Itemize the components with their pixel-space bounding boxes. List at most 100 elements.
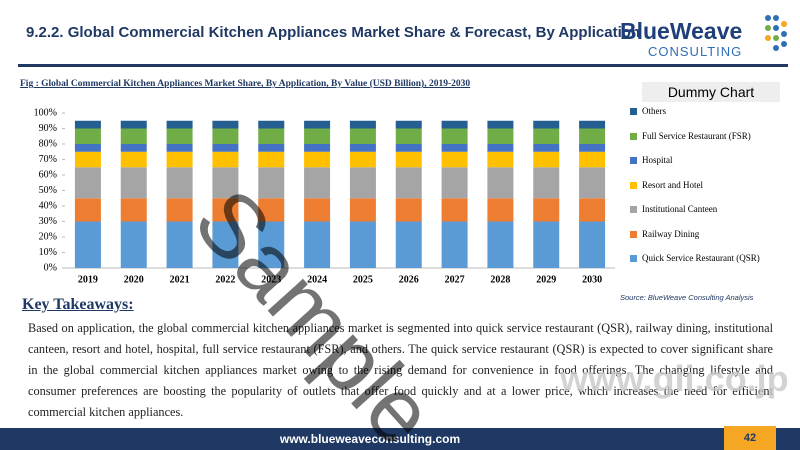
bar-segment [395,128,422,144]
bar-segment [120,221,147,268]
bar-segment [212,167,239,199]
legend-label: Railway Dining [642,228,700,239]
legend-label: Resort and Hotel [642,179,703,190]
bar-segment [258,144,285,152]
y-tick-label: 80% [39,138,57,149]
bar-segment [487,221,514,268]
bar-segment [120,128,147,144]
logo-sub: CONSULTING [648,44,743,59]
bar-segment [258,128,285,144]
legend-entry: Railway Dining [630,229,780,239]
bar-segment [304,167,331,199]
bar-segment [166,120,193,129]
bar-segment [166,198,193,222]
bar-segment [441,128,468,144]
legend-label: Quick Service Restaurant (QSR) [642,253,760,263]
bar-segment [74,144,101,152]
bar-segment [258,167,285,199]
chart: 0% 10% 20% 30% 40% 50% 60% 70% 80% 90% 100% 2019 202… [34,107,615,285]
bar-segment [487,167,514,199]
bar-segment [74,128,101,144]
bar-segment [349,198,376,222]
legend-swatch [630,255,637,262]
legend-swatch [630,206,637,213]
bar-segment [487,128,514,144]
x-tick-label: 2022 [215,274,235,285]
x-tick-label: 2026 [399,274,419,285]
y-tick-label: 70% [39,154,57,165]
bar-segment [441,144,468,152]
y-tick-label: 30% [39,216,57,227]
bar-segment [304,198,331,222]
x-tick-label: 2027 [445,274,465,285]
chart-caption: Fig : Global Commercial Kitchen Applianc… [20,79,471,89]
legend-label: Hospital [642,155,673,165]
bar-segment [258,120,285,129]
page-number: 42 [724,426,776,450]
watermark-site: www.gii.co.jp [560,358,789,399]
bar-segment [579,128,606,144]
legend-swatch [630,132,637,140]
bar-segment [441,167,468,199]
bar-segment [441,120,468,129]
x-tick-label: 2021 [170,274,190,285]
bar-segment [533,120,560,129]
bar-segment [74,221,101,268]
bar-segment [579,221,606,268]
bar-segment [74,198,101,222]
legend: Dummy Chart Others Full Service Restauran… [622,82,780,282]
bar-segment [395,144,422,152]
bar-segment [349,128,376,144]
legend-swatch [630,230,637,238]
x-tick-label: 2025 [353,274,373,285]
logo-dots [765,15,787,51]
bar-segment [166,151,193,168]
bar-segment [74,120,101,129]
legend-entry: Resort and Hotel [630,180,780,190]
slide-title: 9.2.2. Global Commercial Kitchen Applian… [26,24,641,41]
legend-label: Others [642,106,666,116]
header-rule [18,64,788,67]
x-tick-label: 2030 [582,274,602,285]
y-tick-label: 90% [39,123,57,134]
legend-swatch [630,157,637,164]
bar-segment [120,198,147,222]
bar-segment [487,120,514,129]
x-tick-label: 2023 [261,274,281,285]
bar-segment [166,167,193,199]
y-tick-label: 60% [39,169,57,180]
y-tick-label: 40% [39,200,57,211]
bar-segment [441,198,468,222]
bar-segment [533,128,560,144]
bar-segment [487,144,514,152]
takeaways-heading: Key Takeaways: [22,296,134,313]
x-tick-label: 2024 [307,274,327,285]
bar-segment [395,198,422,222]
bar-segment [120,144,147,152]
bar-segment [441,151,468,168]
legend-entry: Hospital [630,155,780,165]
y-tick-label: 20% [39,231,57,242]
bar-segment [487,151,514,168]
y-tick-label: 100% [34,107,57,118]
bar-segment [304,221,331,268]
bar-segment [533,221,560,268]
bar-segment [579,120,606,129]
bar-segment [533,167,560,199]
source: Source: BlueWeave Consulting Analysis [620,293,754,302]
bar-segment [212,144,239,152]
legend-entry: Institutional Canteen [630,204,780,214]
x-tick-label: 2019 [78,274,98,285]
bar-segment [74,167,101,199]
bar-segment [304,151,331,168]
bar-segment [533,151,560,168]
bar-segment [258,151,285,168]
bar-segment [349,221,376,268]
legend-swatch [630,108,637,115]
bar-segment [395,151,422,168]
legend-swatch [630,181,637,189]
logo-name: BlueWeave [620,18,743,44]
bar-segment [395,167,422,199]
bar-segment [166,128,193,144]
bar-segment [533,144,560,152]
